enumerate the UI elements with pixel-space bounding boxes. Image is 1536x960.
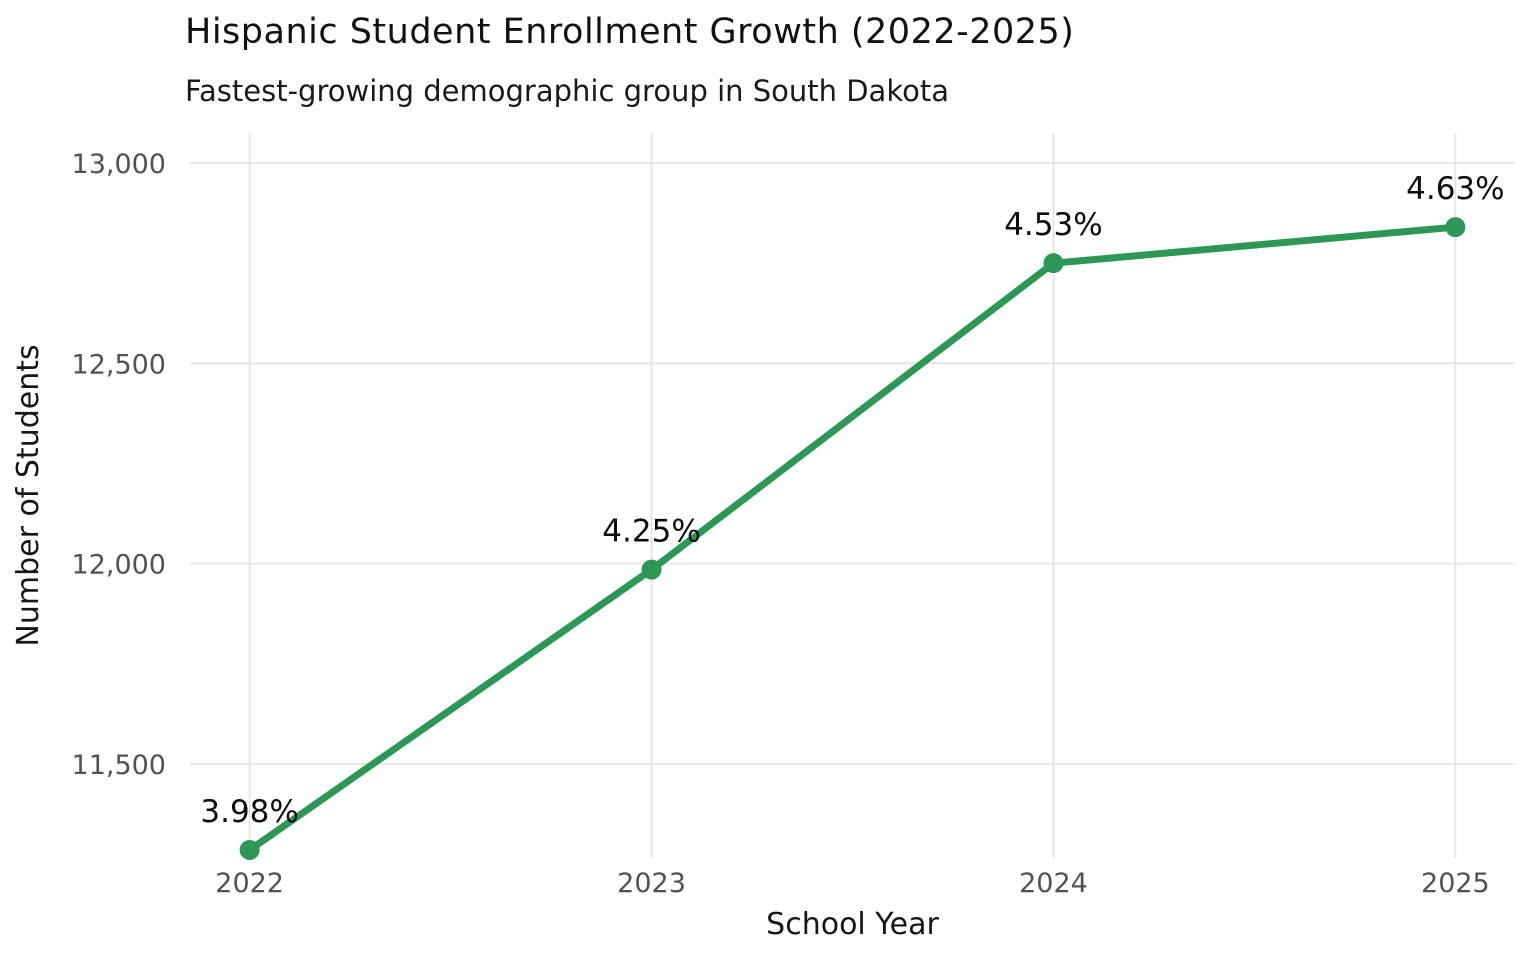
data-point — [641, 559, 662, 580]
y-tick-label: 12,000 — [72, 550, 166, 581]
data-point — [1445, 217, 1466, 238]
x-tick-label: 2023 — [617, 868, 686, 899]
y-tick-label: 11,500 — [72, 750, 166, 781]
point-label: 3.98% — [200, 794, 298, 830]
x-tick-label: 2025 — [1421, 868, 1490, 899]
x-tick-label: 2024 — [1019, 868, 1088, 899]
y-tick-label: 13,000 — [72, 149, 166, 180]
x-tick-label: 2022 — [215, 868, 284, 899]
point-label: 4.25% — [602, 514, 700, 550]
point-label: 4.63% — [1406, 171, 1504, 207]
data-point — [239, 839, 260, 860]
y-axis-label: Number of Students — [11, 344, 46, 646]
enrollment-line — [246, 223, 1459, 854]
x-axis-label: School Year — [766, 907, 939, 942]
data-point — [1043, 253, 1064, 274]
y-tick-label: 12,500 — [72, 349, 166, 380]
point-label: 4.53% — [1004, 207, 1102, 243]
chart-title: Hispanic Student Enrollment Growth (2022… — [185, 12, 1075, 52]
chart-subtitle: Fastest-growing demographic group in Sou… — [185, 74, 949, 108]
